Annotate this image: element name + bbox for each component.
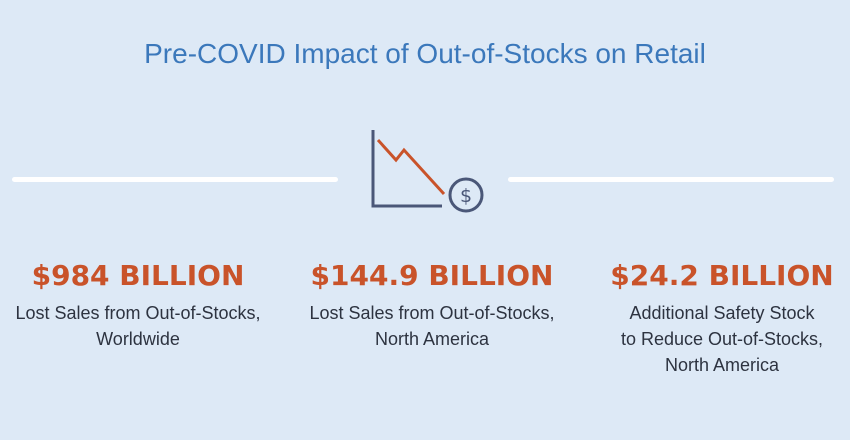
declining-sales-icon: $ — [371, 130, 484, 213]
stat-description-line: Worldwide — [96, 329, 180, 349]
stat-value: $984 BILLION — [31, 259, 245, 292]
stat-description-line: Additional Safety Stock — [629, 303, 815, 323]
stat-description-line: Lost Sales from Out-of-Stocks, — [309, 303, 555, 323]
stat-description-line: North America — [374, 329, 490, 349]
coin-symbol: $ — [460, 185, 472, 207]
stat-value: $24.2 BILLION — [610, 259, 834, 292]
chart-axes — [371, 130, 442, 208]
stat-description: Additional Safety Stock to Reduce Out-of… — [584, 300, 850, 378]
stat-description: Lost Sales from Out-of-Stocks, Worldwide — [0, 300, 276, 352]
stat-description-line: North America — [664, 355, 780, 375]
declining-trend-line — [376, 138, 446, 196]
stat-description: Lost Sales from Out-of-Stocks, North Ame… — [294, 300, 570, 352]
stat-value: $144.9 BILLION — [310, 259, 554, 292]
stat-description-line: to Reduce Out-of-Stocks, — [620, 329, 824, 349]
stat-description-line: Lost Sales from Out-of-Stocks, — [15, 303, 261, 323]
right-divider — [508, 177, 834, 182]
page-title: Pre-COVID Impact of Out-of-Stocks on Ret… — [144, 38, 706, 69]
dollar-coin-icon: $ — [448, 177, 484, 213]
left-divider — [12, 177, 338, 182]
stat-north-america-lost-sales: $144.9 BILLION Lost Sales from Out-of-St… — [294, 258, 570, 352]
stat-worldwide: $984 BILLION Lost Sales from Out-of-Stoc… — [0, 258, 276, 352]
stat-north-america-safety-stock: $24.2 BILLION Additional Safety Stock to… — [584, 258, 850, 378]
